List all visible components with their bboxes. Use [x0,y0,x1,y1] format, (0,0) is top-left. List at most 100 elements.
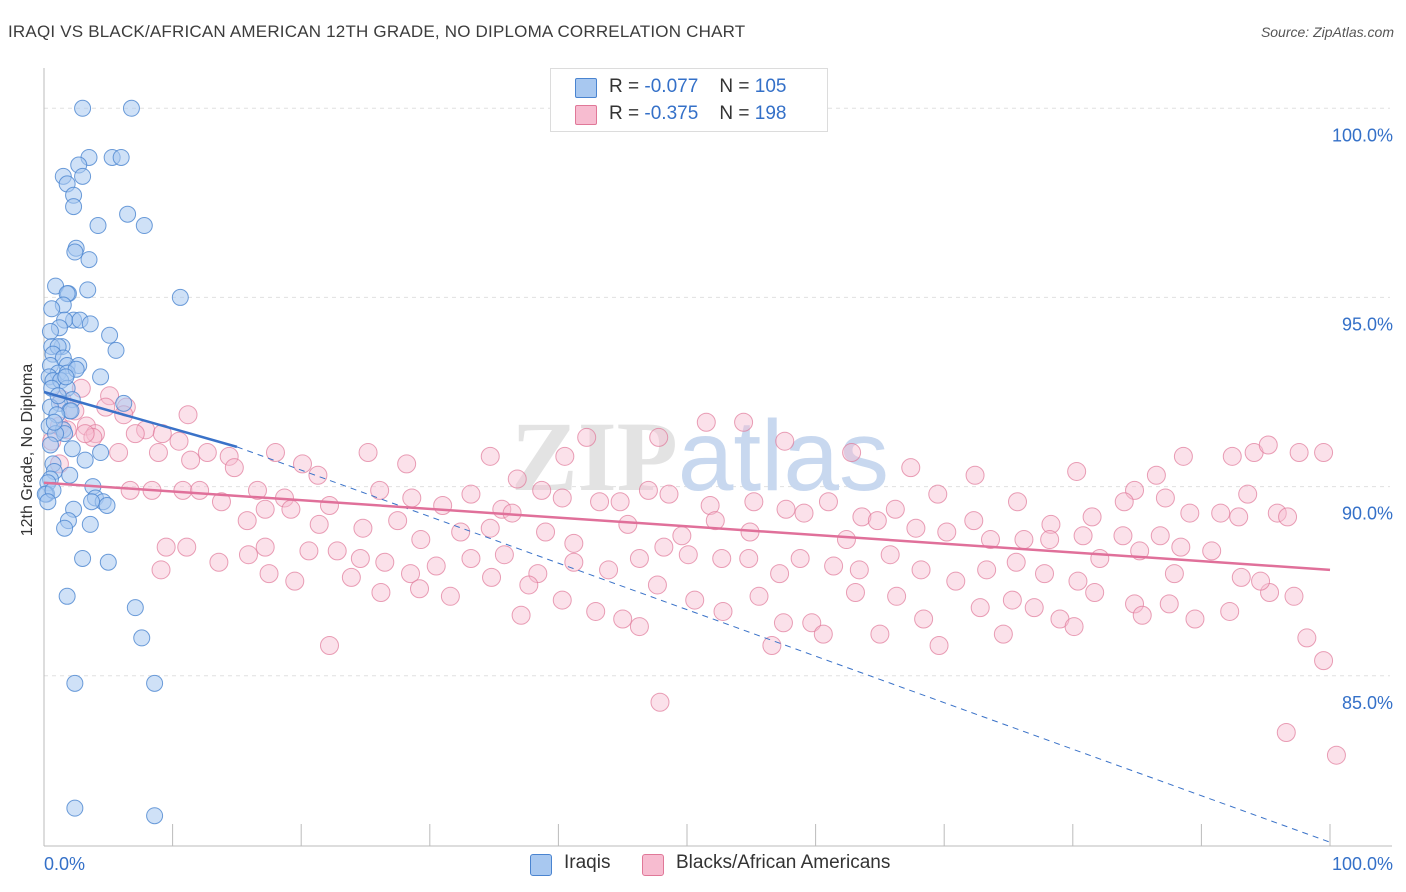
point-blacks [309,514,329,534]
point-blacks [762,635,782,655]
point-blacks [1002,590,1022,610]
point-blacks [247,480,267,500]
point-blacks [375,552,395,572]
point-iraqis [41,322,59,340]
source-label: Source: ZipAtlas.com [1260,24,1394,40]
point-blacks [1222,446,1242,466]
point-blacks [842,443,862,463]
trend-lines [43,390,1331,843]
point-blacks [532,480,552,500]
point-blacks [928,484,948,504]
point-blacks [696,412,716,432]
point-blacks [507,469,527,489]
point-blacks [397,454,417,474]
point-blacks [914,609,934,629]
point-blacks [156,537,176,557]
point-blacks [299,541,319,561]
point-blacks [75,424,95,444]
legend-n-value-iraqis: 105 [754,76,787,97]
point-blacks [319,635,339,655]
point-blacks [911,560,931,580]
point-iraqis [146,674,164,692]
point-blacks [946,571,966,591]
series-swatch-iraqis [530,854,552,876]
point-blacks [836,530,856,550]
point-blacks [1155,488,1175,508]
point-iraqis [74,99,92,117]
point-blacks [1258,435,1278,455]
point-blacks [109,443,129,463]
point-blacks [1040,530,1060,550]
tick-labels: 85.0% 90.0% 95.0% 100.0% [1332,125,1393,712]
point-blacks [358,443,378,463]
point-blacks [1132,605,1152,625]
point-blacks [433,496,453,516]
y-tick-label: 100.0% [1332,125,1393,145]
point-blacks [370,480,390,500]
point-blacks [901,458,921,478]
point-blacks [650,692,670,712]
point-blacks [629,617,649,637]
point-blacks [1276,723,1296,743]
point-blacks [1267,503,1287,523]
point-blacks [586,601,606,621]
point-blacks [1064,617,1084,637]
point-blacks [739,548,759,568]
point-blacks [308,465,328,485]
series-label-iraqis: Iraqis [564,852,611,873]
point-blacks [410,579,430,599]
point-blacks [536,522,556,542]
point-blacks [712,548,732,568]
point-blacks [1251,571,1271,591]
legend-r-value-iraqis: -0.077 [644,76,699,97]
point-blacks [773,613,793,633]
point-blacks [371,583,391,603]
trend-line-iraqis [43,390,238,449]
point-blacks [1113,526,1133,546]
point-blacks [1085,583,1105,603]
point-blacks [285,571,305,591]
point-blacks [100,386,120,406]
point-iraqis [122,99,140,117]
point-blacks [790,548,810,568]
point-blacks [1067,461,1087,481]
series-label-blacks: Blacks/African Americans [676,852,891,873]
point-blacks [1326,745,1346,765]
point-iraqis [83,493,101,511]
point-blacks [125,424,145,444]
point-blacks [319,496,339,516]
point-blacks [1171,537,1191,557]
point-blacks [638,480,658,500]
y-tick-label: 90.0% [1342,504,1393,524]
axes [43,68,1392,847]
point-iraqis [171,288,189,306]
x-tick-label-min: 0.0% [44,854,85,874]
point-blacks [1082,507,1102,527]
point-iraqis [39,493,57,511]
point-blacks [700,496,720,516]
point-blacks [770,564,790,584]
point-blacks [350,548,370,568]
point-iraqis [66,799,84,817]
point-iraqis [119,205,137,223]
point-iraqis [89,217,107,235]
point-blacks [461,484,481,504]
point-iraqis [58,587,76,605]
point-blacks [552,488,572,508]
point-blacks [867,511,887,531]
point-blacks [402,488,422,508]
point-blacks [178,405,198,425]
point-blacks [1202,541,1222,561]
point-iraqis [41,436,59,454]
series-blacks-points [42,378,1346,765]
y-tick-label: 85.0% [1342,693,1393,713]
point-iraqis [79,281,97,299]
series-swatch-blacks [642,854,664,876]
point-blacks [813,624,833,644]
point-blacks [887,586,907,606]
point-blacks [327,541,347,561]
legend-n-label: N = [719,76,750,97]
point-blacks [173,480,193,500]
point-blacks [649,427,669,447]
point-blacks [659,484,679,504]
